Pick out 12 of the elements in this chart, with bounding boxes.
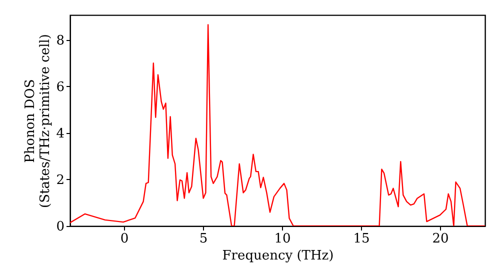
x-tick-label: 15 (353, 232, 370, 246)
x-tick-label: 10 (274, 232, 291, 246)
x-tick-label: 5 (199, 232, 208, 246)
x-axis-title: Frequency (THz) (222, 248, 334, 264)
y-tick-label: 8 (56, 33, 64, 48)
x-tick-label: 20 (432, 232, 449, 246)
y-tick-label: 4 (56, 126, 64, 142)
y-axis-title: Phonon DOS (States/THz·primitive cell) (23, 34, 54, 208)
x-tick-label: 0 (120, 232, 129, 246)
y-tick-label: 6 (56, 80, 64, 95)
y-tick-label: 2 (56, 172, 64, 188)
y-tick-label: 0 (56, 220, 64, 234)
